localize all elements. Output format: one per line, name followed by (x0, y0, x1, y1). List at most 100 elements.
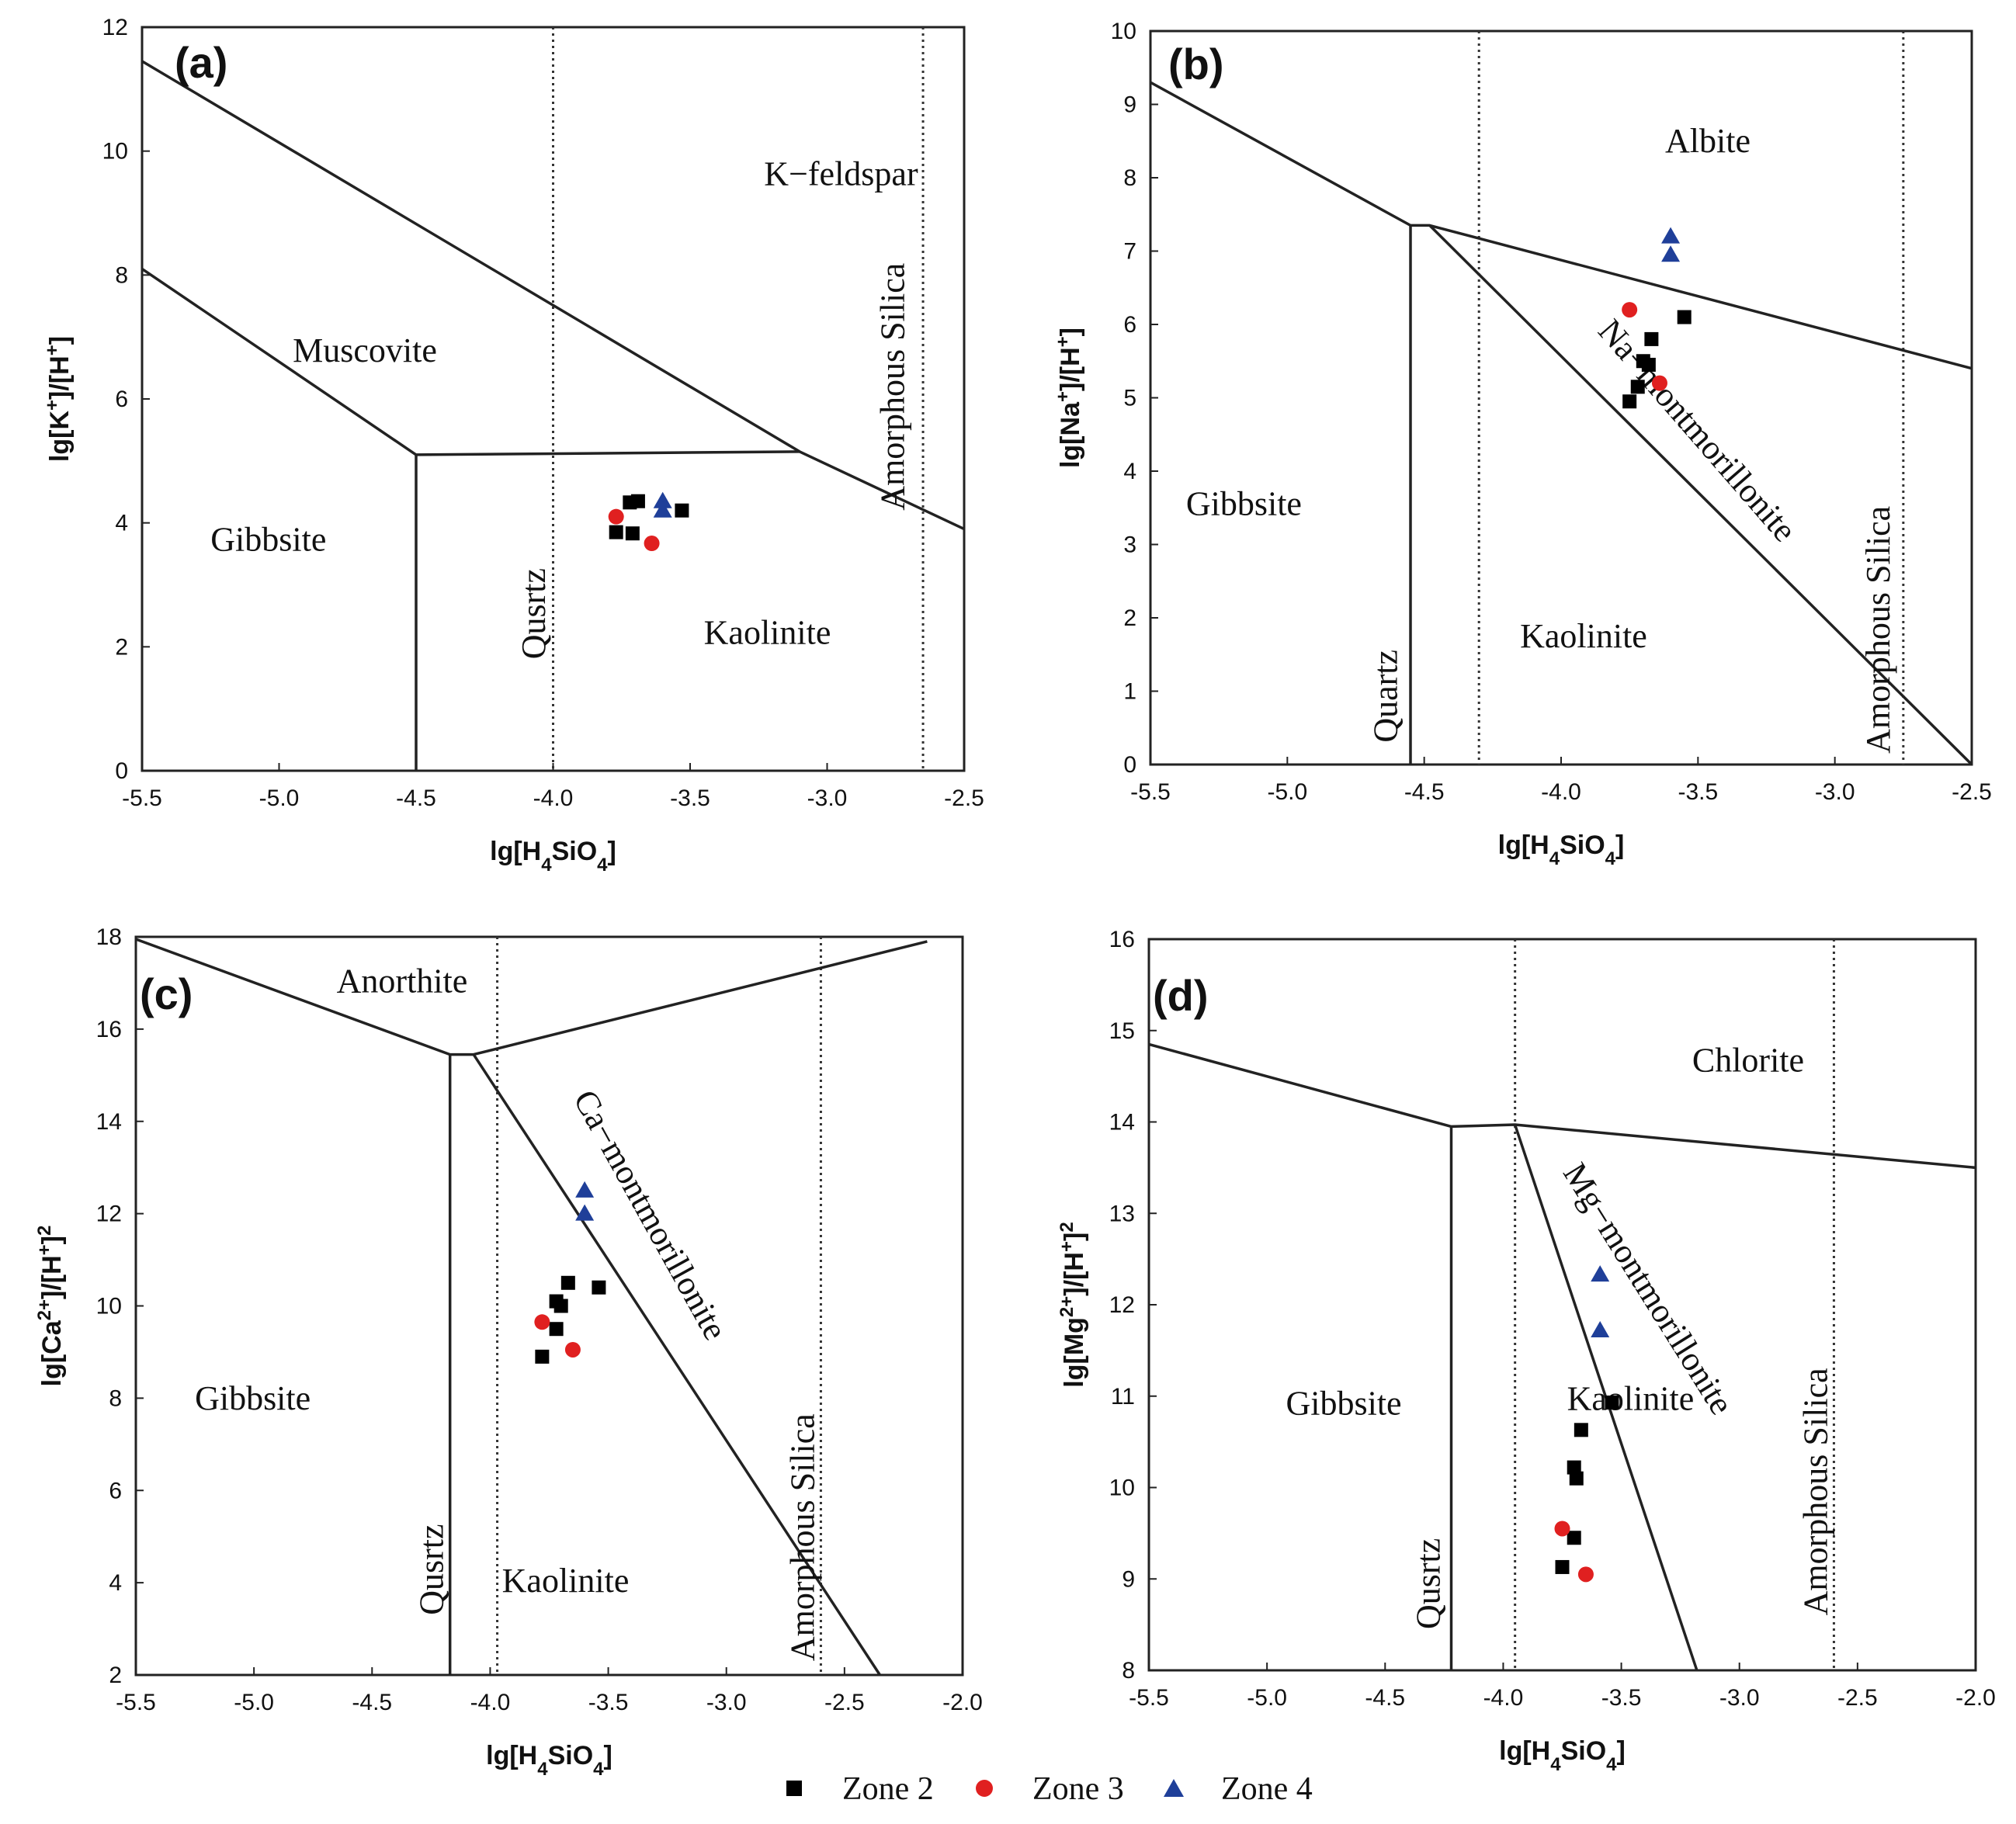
data-point-zone-2 (549, 1322, 564, 1337)
y-tick-label: 10 (1109, 1475, 1135, 1501)
region-label-kaolinite: Kaolinite (1520, 617, 1647, 655)
region-label-ca-montmorillonite: Ca−montmorillonite (566, 1084, 734, 1346)
x-tick-label: -4.0 (533, 785, 574, 811)
data-point-zone-2 (560, 1275, 575, 1290)
y-axis-label: lg[Mg2+]/[H+]2 (1057, 1222, 1090, 1387)
region-label-na-montmorillonite: Na−montmorillonite (1591, 312, 1804, 549)
panel-label-c: (c) (140, 969, 193, 1018)
legend-marker-zone-3 (976, 1780, 993, 1797)
data-point-zone-2 (535, 1349, 550, 1364)
data-point-zone-2 (1574, 1423, 1588, 1437)
x-tick-label: -5.5 (1130, 779, 1171, 805)
data-point-zone-2 (1567, 1460, 1581, 1475)
y-tick-label: 1 (1123, 679, 1136, 705)
data-point-zone-3 (534, 1314, 550, 1330)
x-tick-label: -3.0 (807, 785, 848, 811)
legend-label-zone-2: Zone 2 (842, 1771, 934, 1807)
phase-boundary-line (1150, 81, 1973, 370)
y-tick-label: 13 (1109, 1201, 1135, 1226)
data-point-zone-4 (575, 1181, 595, 1198)
x-tick-label: -5.0 (234, 1690, 274, 1715)
y-tick-label: 9 (1122, 1566, 1135, 1592)
data-point-zone-4 (1661, 245, 1681, 262)
region-label-qusrtz: Qusrtz (515, 568, 553, 659)
y-tick-label: 9 (1123, 92, 1136, 118)
data-point-zone-4 (1591, 1320, 1610, 1337)
data-point-zone-4 (653, 501, 672, 518)
data-point-zone-2 (625, 526, 640, 541)
x-tick-label: -2.0 (1955, 1685, 1996, 1711)
region-label-k-feldspar: K−feldspar (764, 155, 918, 193)
y-tick-label: 2 (1123, 605, 1136, 631)
y-tick-label: 6 (109, 1478, 122, 1503)
y-tick-label: 6 (1123, 312, 1136, 338)
phase-boundary-line (135, 938, 928, 1056)
phase-boundary-line (141, 267, 800, 456)
x-tick-label: -4.0 (1541, 779, 1581, 805)
y-tick-label: 16 (96, 1017, 122, 1042)
y-tick-label: 12 (96, 1202, 122, 1227)
data-point-zone-2 (1605, 1395, 1619, 1410)
y-tick-label: 2 (109, 1663, 122, 1688)
y-tick-label: 8 (115, 262, 128, 288)
x-tick-label: -3.5 (670, 785, 710, 811)
x-tick-label: -4.5 (1365, 1685, 1405, 1711)
x-axis-label: lg[H4SiO4] (1498, 831, 1625, 869)
y-axis-label: lg[Ca2+]/[H+]2 (34, 1226, 68, 1387)
region-label-gibbsite: Gibbsite (1186, 485, 1302, 523)
legend-label-zone-4: Zone 4 (1221, 1771, 1313, 1807)
data-point-zone-2 (623, 495, 637, 510)
data-point-zone-3 (1622, 302, 1638, 318)
y-tick-label: 12 (102, 15, 128, 40)
y-tick-label: 8 (1122, 1658, 1135, 1684)
phase-boundary-line (472, 1053, 881, 1676)
data-point-zone-2 (675, 503, 689, 518)
panel-label-b: (b) (1168, 40, 1224, 88)
x-tick-label: -2.5 (944, 785, 984, 811)
region-label-qusrtz: Qusrtz (1409, 1538, 1447, 1629)
y-tick-label: 14 (1109, 1110, 1135, 1136)
x-tick-label: -5.0 (1247, 1685, 1287, 1711)
data-point-zone-2 (1644, 331, 1659, 346)
y-tick-label: 14 (96, 1109, 122, 1135)
region-label-qusrtz: Qusrtz (413, 1524, 451, 1614)
data-point-zone-3 (608, 508, 624, 525)
x-tick-label: -3.5 (588, 1690, 629, 1715)
data-point-zone-4 (1661, 227, 1681, 244)
y-tick-label: 10 (102, 139, 128, 165)
y-tick-label: 4 (115, 511, 128, 536)
data-point-zone-2 (1555, 1559, 1570, 1574)
x-tick-label: -4.5 (1404, 779, 1445, 805)
region-label-gibbsite: Gibbsite (210, 521, 326, 559)
chart-panel-d: -5.5 -5.0 -4.5 -4.0 -3.5 -3.0 -2.5 -2.0 8 9 10 11 12… (1057, 927, 1996, 1775)
data-point-zone-2 (1567, 1531, 1581, 1545)
plot-frame-a (141, 26, 966, 772)
data-point-zone-2 (1569, 1471, 1584, 1486)
y-tick-label: 6 (115, 387, 128, 412)
panel-label-d: (d) (1153, 971, 1209, 1020)
y-tick-label: 18 (96, 924, 122, 950)
x-axis-label: lg[H4SiO4] (1499, 1736, 1626, 1775)
y-axis-label: lg[Na+]/[H+] (1053, 328, 1086, 468)
y-tick-label: 4 (1123, 459, 1136, 484)
y-tick-label: 10 (1111, 19, 1136, 44)
chart-panel-a: -5.5 -5.0 -4.5 -4.0 -3.5 -3.0 -2.5 0 2 4 6 8 10 12 K−f… (42, 15, 984, 876)
y-tick-label: 12 (1109, 1292, 1135, 1318)
data-point-zone-3 (644, 536, 660, 552)
y-tick-label: 16 (1109, 927, 1135, 952)
x-tick-label: -5.0 (1267, 779, 1307, 805)
x-tick-label: -5.0 (259, 785, 300, 811)
x-tick-label: -5.5 (122, 785, 162, 811)
y-axis-label: lg[K+]/[H+] (42, 336, 75, 462)
y-tick-label: 15 (1109, 1018, 1135, 1044)
legend: Zone 2 Zone 3 Zone 4 (786, 1771, 1313, 1807)
x-tick-label: -2.5 (1952, 779, 1992, 805)
y-tick-label: 0 (115, 758, 128, 784)
x-tick-label: -5.5 (1129, 1685, 1169, 1711)
data-point-zone-4 (653, 491, 672, 508)
chart-panel-b: -5.5 -5.0 -4.5 -4.0 -3.5 -3.0 -2.5 0 1 2 3 4 5 6 7 8 9 10… (1053, 19, 1992, 869)
y-tick-label: 5 (1123, 386, 1136, 411)
legend-marker-zone-2 (786, 1781, 802, 1796)
region-label-amorphous-silica: Amorphous Silica (1796, 1368, 1834, 1615)
